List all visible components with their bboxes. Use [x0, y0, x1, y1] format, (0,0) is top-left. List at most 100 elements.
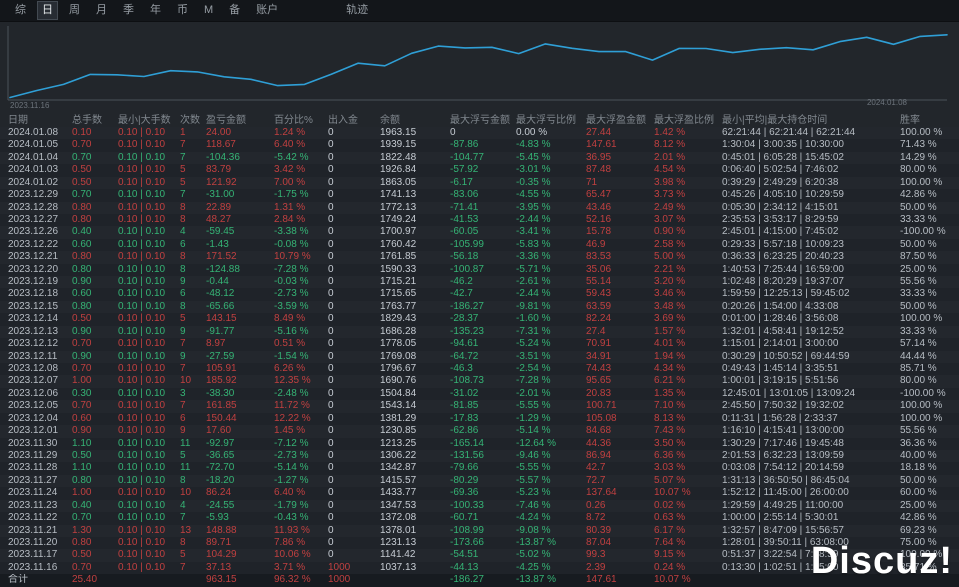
cell-win-rate: 50.00 % [900, 201, 937, 213]
table-row[interactable]: 2023.12.22 0.60 0.10 | 0.10 6 -1.43 -0.08 % 0 1… [0, 238, 959, 252]
cell-max-floating-loss-pct: -1.29 % [516, 412, 551, 424]
table-row[interactable]: 2023.12.14 0.50 0.10 | 0.10 5 143.15 8.49 % 0 1… [0, 313, 959, 326]
cell-pnl-percent: -2.48 % [274, 387, 309, 399]
column-header-12[interactable]: 最小|平均|最大持仓时间 [722, 115, 828, 126]
cell-max-floating-loss-pct: -5.24 % [516, 338, 551, 350]
table-row[interactable]: 2023.11.17 0.50 0.10 | 0.10 5 104.29 10.06 % 0… [0, 549, 959, 562]
tab-账户[interactable]: 账户 [256, 4, 279, 16]
cell-max-floating-profit-pct: 3.48 % [654, 300, 686, 312]
column-header-0[interactable]: 日期 [8, 115, 28, 126]
table-row[interactable]: 2023.12.28 0.80 0.10 | 0.10 8 22.89 1.31 % 0 17… [0, 201, 959, 214]
cell-hold-time: 1:31:13 | 36:50:50 | 86:45:04 [722, 474, 850, 486]
cell-date: 2024.01.05 [8, 139, 59, 151]
table-row[interactable]: 2023.12.13 0.90 0.10 | 0.10 9 -91.77 -5.16 % 0… [0, 325, 959, 339]
table-row[interactable]: 2023.12.19 0.90 0.10 | 0.10 9 -0.44 -0.03 % 0 1… [0, 276, 959, 289]
table-row[interactable]: 2023.12.18 0.60 0.10 | 0.10 6 -48.12 -2.73 % 0… [0, 288, 959, 301]
table-row[interactable]: 2024.01.03 0.50 0.10 | 0.10 5 83.79 3.42 % 0 19… [0, 164, 959, 177]
cell-win-rate: 75.00 % [900, 536, 937, 548]
cell-max-floating-loss-pct: -5.02 % [516, 549, 551, 561]
cell-balance: 1715.65 [380, 288, 417, 300]
table-row[interactable]: 2023.12.06 0.30 0.10 | 0.10 3 -38.30 -2.48 % 0… [0, 387, 959, 401]
table-row[interactable]: 2023.12.29 0.70 0.10 | 0.10 7 -31.00 -1.75 % 0… [0, 189, 959, 202]
cell-hold-time: 0:05:30 | 2:34:12 | 4:15:01 [722, 201, 839, 213]
column-header-7[interactable]: 余额 [380, 115, 400, 126]
table-row[interactable]: 2023.11.24 1.00 0.10 | 0.10 10 86.24 6.40 % 0 1… [0, 487, 959, 500]
cell-win-rate: 50.00 % [900, 300, 937, 312]
cell-max-floating-profit-pct: 1.94 % [654, 350, 686, 362]
table-row[interactable]: 2023.11.16 0.70 0.10 | 0.10 7 37.13 3.71 % 100… [0, 561, 959, 575]
table-row[interactable]: 2023.12.26 0.40 0.10 | 0.10 4 -59.45 -3.38 % 0… [0, 226, 959, 239]
column-header-13[interactable]: 胜率 [900, 115, 920, 126]
table-row[interactable]: 2023.12.01 0.90 0.10 | 0.10 9 17.60 1.45 % 0 12… [0, 425, 959, 438]
cell-max-floating-loss: -71.41 [450, 201, 479, 213]
table-row[interactable]: 2023.12.27 0.80 0.10 | 0.10 8 48.27 2.84 % 0 17… [0, 213, 959, 227]
cell-cash-flow: 0 [328, 313, 334, 325]
total-row[interactable]: 合计 25.40 963.15 96.32 % 1000 -186.27 -13.87 % 1… [0, 574, 959, 587]
column-header-2[interactable]: 最小|大手数 [118, 115, 171, 126]
tab-月[interactable]: 月 [96, 4, 107, 16]
table-row[interactable]: 2023.12.21 0.80 0.10 | 0.10 8 171.52 10.79 % 0… [0, 251, 959, 264]
cell-balance: 1433.77 [380, 487, 417, 499]
table-row[interactable]: 2023.11.22 0.70 0.10 | 0.10 7 -5.93 -0.43 % 0 1… [0, 512, 959, 525]
table-row[interactable]: 2023.12.08 0.70 0.10 | 0.10 7 105.91 6.26 % 0 1… [0, 363, 959, 376]
cell-total-lots: 0.70 [72, 400, 92, 412]
table-row[interactable]: 2024.01.05 0.70 0.10 | 0.10 7 118.67 6.40 % 0 1… [0, 139, 959, 152]
tab-周[interactable]: 周 [69, 4, 80, 16]
table-row[interactable]: 2024.01.04 0.70 0.10 | 0.10 7 -104.36 -5.42 %… [0, 151, 959, 165]
cell-hold-time: 1:52:12 | 11:45:00 | 26:00:00 [722, 487, 849, 499]
table-row[interactable]: 2023.12.12 0.70 0.10 | 0.10 7 8.97 0.51 % 0 177… [0, 338, 959, 351]
cell-pnl: 83.79 [206, 164, 232, 176]
tab-币[interactable]: 币 [177, 4, 188, 16]
column-header-1[interactable]: 总手数 [72, 115, 102, 126]
cell-win-rate: 71.43 % [900, 139, 937, 151]
column-header-10[interactable]: 最大浮盈金额 [586, 115, 646, 126]
cell-cash-flow: 0 [328, 263, 334, 275]
cell-max-floating-profit-pct: 3.03 % [654, 462, 686, 474]
cell-cash-flow: 0 [328, 437, 334, 449]
cell-trade-count: 13 [180, 524, 192, 536]
tab-季[interactable]: 季 [123, 4, 134, 16]
tab-trail[interactable]: 轨迹 [346, 4, 369, 16]
cell-min-max-lots: 0.10 | 0.10 [118, 524, 166, 536]
cell-pnl-percent: 6.26 % [274, 363, 306, 375]
table-row[interactable]: 2023.12.05 0.70 0.10 | 0.10 7 161.85 11.72 % 0… [0, 400, 959, 413]
table-row[interactable]: 2023.11.27 0.80 0.10 | 0.10 8 -18.20 -1.27 % 0… [0, 474, 959, 488]
table-row[interactable]: 2023.11.21 1.30 0.10 | 0.10 13 148.88 11.93 %… [0, 524, 959, 537]
cell-total-lots: 0.80 [72, 263, 92, 275]
table-row[interactable]: 2024.01.02 0.50 0.10 | 0.10 5 121.92 7.00 % 0 1… [0, 176, 959, 190]
cell-balance: 1829.43 [380, 313, 417, 325]
tab-备[interactable]: 备 [229, 4, 241, 16]
table-row[interactable]: 2023.12.20 0.80 0.10 | 0.10 8 -124.88 -7.28 %… [0, 263, 959, 277]
column-header-11[interactable]: 最大浮盈比例 [654, 115, 714, 126]
cell-total-lots: 0.50 [72, 449, 92, 461]
table-row[interactable]: 2023.12.11 0.90 0.10 | 0.10 9 -27.59 -1.54 % 0… [0, 350, 959, 364]
table-row[interactable]: 2023.11.20 0.80 0.10 | 0.10 8 89.71 7.86 % 0 12… [0, 536, 959, 550]
column-header-8[interactable]: 最大浮亏金额 [450, 115, 510, 126]
table-row[interactable]: 2023.11.23 0.40 0.10 | 0.10 4 -24.55 -1.79 % 0… [0, 499, 959, 513]
table-row[interactable]: 2023.12.04 0.60 0.10 | 0.10 6 150.44 12.22 % 0… [0, 412, 959, 426]
cell-balance: 1590.33 [380, 263, 417, 275]
tab-M[interactable]: M [204, 4, 214, 16]
column-header-3[interactable]: 次数 [180, 115, 200, 126]
table-row[interactable]: 2023.12.07 1.00 0.10 | 0.10 10 185.92 12.35 %… [0, 375, 959, 388]
column-header-9[interactable]: 最大浮亏比例 [516, 115, 576, 126]
table-row[interactable]: 2023.11.28 1.10 0.10 | 0.10 11 -72.70 -5.14 %… [0, 462, 959, 475]
cell-hold-time: 0:45:01 | 6:05:28 | 15:45:02 [722, 151, 844, 163]
cell-total-lots: 0.10 [72, 127, 92, 138]
column-header-5[interactable]: 百分比% [274, 115, 313, 126]
cell-cash-flow: 0 [328, 412, 334, 424]
tab-年[interactable]: 年 [150, 4, 161, 16]
table-row[interactable]: 2023.11.29 0.50 0.10 | 0.10 5 -36.65 -2.73 % 0… [0, 449, 959, 463]
tab-综[interactable]: 综 [15, 4, 26, 16]
table-row[interactable]: 2023.11.30 1.10 0.10 | 0.10 11 -92.97 -7.12 %… [0, 437, 959, 450]
column-header-4[interactable]: 盈亏金额 [206, 115, 246, 126]
cell-hold-time: 0:45:26 | 4:05:10 | 10:29:59 [722, 189, 844, 201]
cell-balance: 1715.21 [380, 276, 417, 288]
table-row[interactable]: 2023.12.15 0.80 0.10 | 0.10 8 -65.66 -3.59 % 0… [0, 300, 959, 314]
column-header-6[interactable]: 出入金 [328, 115, 358, 126]
cell-trade-count: 6 [180, 412, 186, 424]
tab-日[interactable]: 日 [37, 1, 58, 20]
discuz-watermark: Discuz! [810, 540, 953, 582]
table-row[interactable]: 2024.01.08 0.10 0.10 | 0.10 1 24.00 1.24 % 0 19… [0, 127, 959, 140]
cell-date: 2023.11.29 [8, 449, 58, 461]
